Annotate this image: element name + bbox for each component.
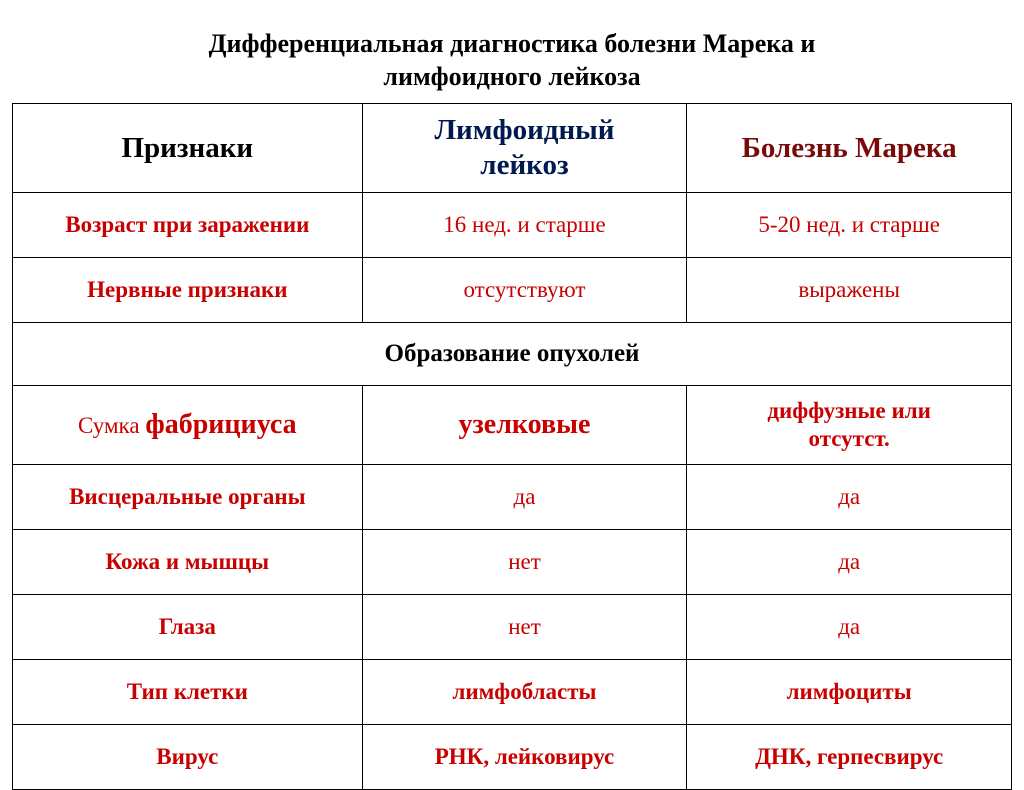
row-fabricius-marek: диффузные или отсутст. (687, 386, 1012, 465)
table-header-row: Признаки Лимфоидный лейкоз Болезнь Марек… (13, 104, 1012, 193)
row-age-marek: 5-20 нед. и старше (687, 193, 1012, 258)
table-row: Кожа и мышцы нет да (13, 530, 1012, 595)
row-nerve-label: Нервные признаки (13, 258, 363, 323)
table-row: Вирус РНК, лейковирус ДНК, герпесвирус (13, 725, 1012, 790)
table-row: Сумка фабрициуса узелковые диффузные или… (13, 386, 1012, 465)
section-tumors-label: Образование опухолей (13, 323, 1012, 386)
page-title: Дифференциальная диагностика болезни Мар… (62, 28, 962, 93)
page-root: Дифференциальная диагностика болезни Мар… (0, 0, 1024, 767)
table-row: Тип клетки лимфобласты лимфоциты (13, 660, 1012, 725)
diagnosis-table: Признаки Лимфоидный лейкоз Болезнь Марек… (12, 103, 1012, 790)
title-line-1: Дифференциальная диагностика болезни Мар… (209, 29, 816, 58)
fabricius-pre: Сумка (78, 413, 145, 438)
col-header-signs: Признаки (13, 104, 363, 193)
col2-line2: лейкоз (480, 149, 568, 181)
col-header-marek: Болезнь Марека (687, 104, 1012, 193)
row-skin-marek: да (687, 530, 1012, 595)
row-skin-label: Кожа и мышцы (13, 530, 363, 595)
row-nerve-leukosis: отсутствуют (362, 258, 687, 323)
col-header-leukosis: Лимфоидный лейкоз (362, 104, 687, 193)
table-row: Нервные признаки отсутствуют выражены (13, 258, 1012, 323)
title-line-2: лимфоидного лейкоза (383, 62, 640, 91)
row-eyes-marek: да (687, 595, 1012, 660)
fabricius-em: фабрициуса (145, 409, 296, 440)
row-eyes-label: Глаза (13, 595, 363, 660)
row-nerve-marek: выражены (687, 258, 1012, 323)
row-virus-leukosis: РНК, лейковирус (362, 725, 687, 790)
fab-c3-line2: отсутст. (809, 426, 890, 451)
row-visceral-marek: да (687, 465, 1012, 530)
col2-line1: Лимфоидный (434, 114, 614, 146)
section-row-tumors: Образование опухолей (13, 323, 1012, 386)
row-age-label: Возраст при заражении (13, 193, 363, 258)
row-visceral-leukosis: да (362, 465, 687, 530)
row-cell-marek: лимфоциты (687, 660, 1012, 725)
row-fabricius-label: Сумка фабрициуса (13, 386, 363, 465)
table-row: Висцеральные органы да да (13, 465, 1012, 530)
row-cell-label: Тип клетки (13, 660, 363, 725)
row-fabricius-leukosis: узелковые (362, 386, 687, 465)
row-virus-label: Вирус (13, 725, 363, 790)
row-virus-marek: ДНК, герпесвирус (687, 725, 1012, 790)
row-age-leukosis: 16 нед. и старше (362, 193, 687, 258)
fab-c3-line1: диффузные или (767, 398, 930, 423)
row-cell-leukosis: лимфобласты (362, 660, 687, 725)
row-eyes-leukosis: нет (362, 595, 687, 660)
row-visceral-label: Висцеральные органы (13, 465, 363, 530)
row-skin-leukosis: нет (362, 530, 687, 595)
table-row: Возраст при заражении 16 нед. и старше 5… (13, 193, 1012, 258)
table-row: Глаза нет да (13, 595, 1012, 660)
